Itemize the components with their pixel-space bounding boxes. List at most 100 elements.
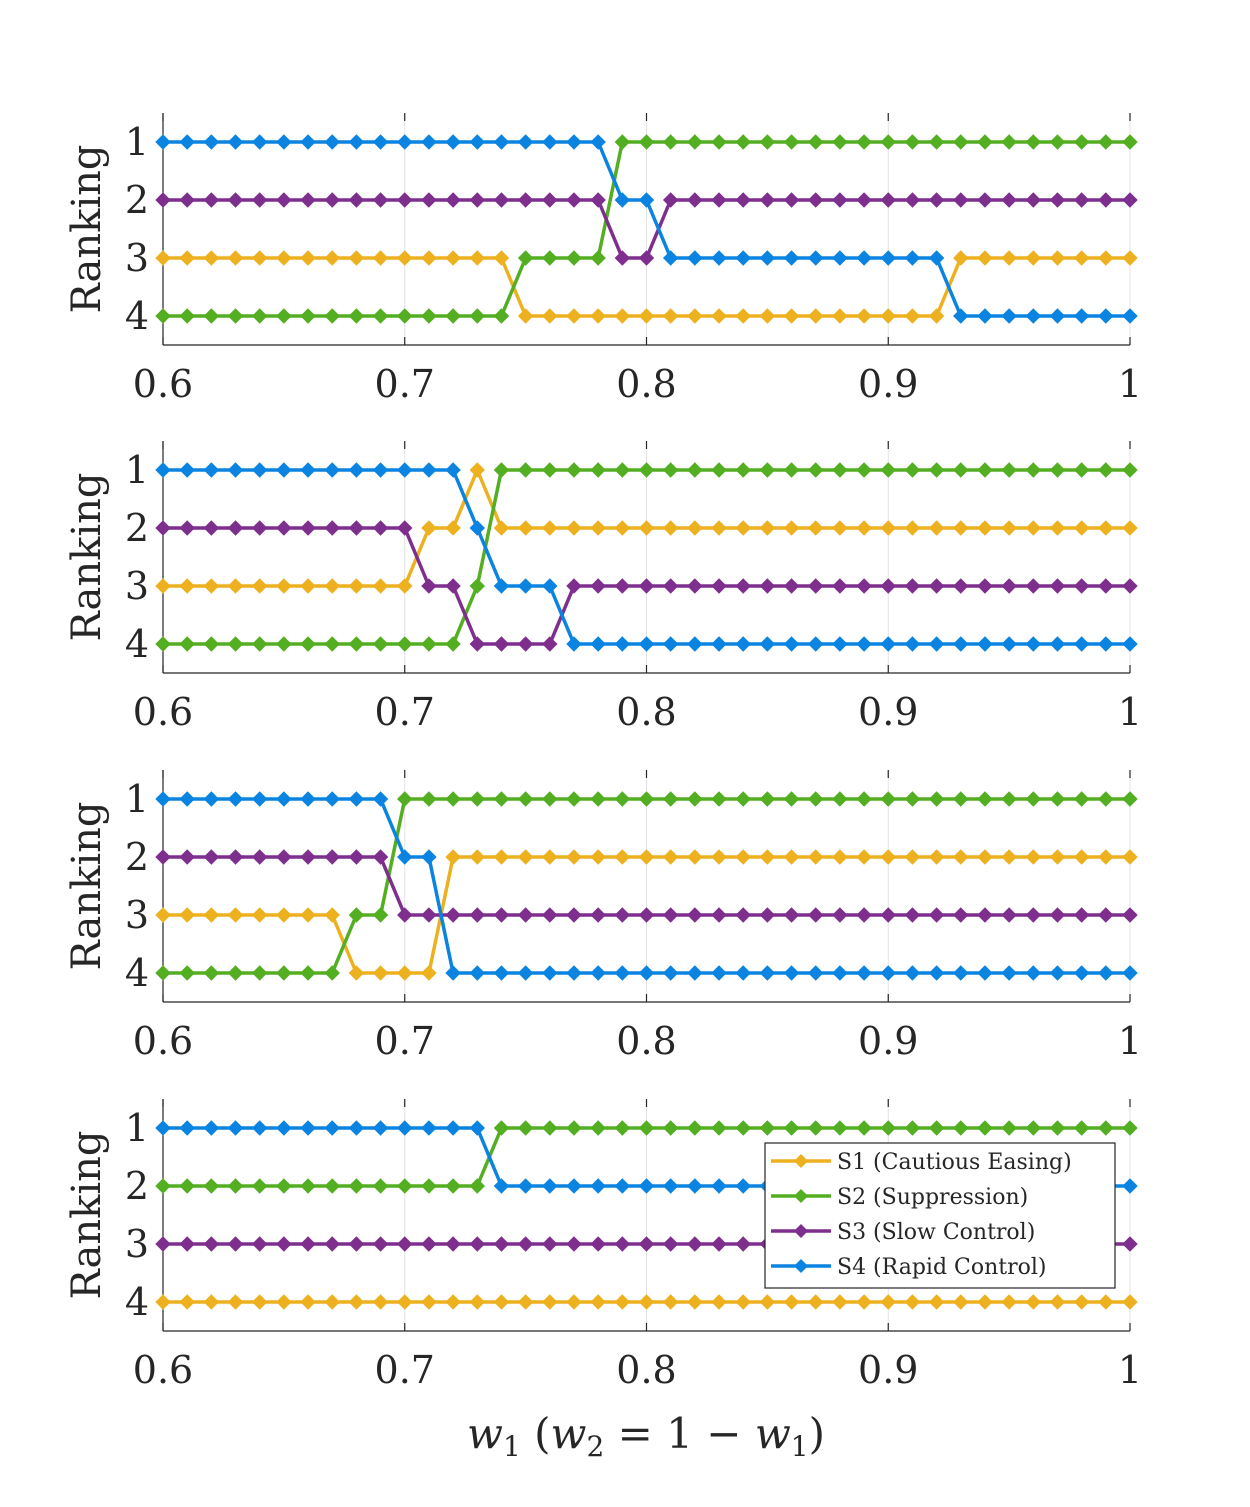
data-point: [904, 791, 921, 807]
data-point: [711, 308, 727, 324]
data-point: [517, 965, 534, 981]
data-point: [445, 1236, 461, 1252]
data-point: [1025, 462, 1042, 478]
data-point: [1122, 578, 1138, 594]
data-point: [977, 791, 993, 807]
data-point: [759, 520, 776, 536]
data-point: [251, 791, 268, 807]
data-point: [227, 1294, 244, 1310]
data-point: [1049, 1120, 1066, 1136]
data-point: [276, 1294, 292, 1310]
data-point: [783, 192, 800, 208]
data-point: [783, 578, 800, 594]
data-point: [397, 1294, 413, 1310]
data-point: [1073, 308, 1090, 324]
data-point: [977, 462, 993, 478]
data-point: [517, 907, 534, 923]
x-tick-label: 0.6: [133, 362, 193, 406]
data-point: [1098, 308, 1114, 324]
data-point: [542, 636, 558, 652]
y-tick-label: 4: [125, 951, 149, 995]
data-point: [179, 1236, 195, 1252]
y-axis-label: Ranking: [64, 144, 110, 313]
data-point: [1025, 636, 1042, 652]
y-tick-label: 2: [125, 1164, 149, 1208]
data-point: [880, 1294, 896, 1310]
data-point: [1073, 250, 1090, 266]
data-point: [711, 791, 727, 807]
data-point: [566, 134, 582, 150]
data-point: [687, 308, 703, 324]
data-point: [783, 907, 800, 923]
data-point: [856, 636, 872, 652]
data-point: [155, 1236, 171, 1252]
data-point: [1073, 636, 1090, 652]
data-point: [1122, 1178, 1138, 1194]
data-point: [1122, 791, 1138, 807]
series-S1: [155, 250, 1138, 324]
data-point: [1001, 791, 1017, 807]
data-point: [711, 907, 727, 923]
data-point: [348, 134, 365, 150]
data-point: [1073, 462, 1090, 478]
data-point: [1122, 907, 1138, 923]
data-point: [1049, 134, 1066, 150]
data-point: [517, 1178, 534, 1194]
data-point: [517, 1294, 534, 1310]
data-point: [856, 192, 872, 208]
data-point: [348, 578, 365, 594]
data-point: [1049, 308, 1066, 324]
legend-item-S4: S4 (Rapid Control): [771, 1255, 1047, 1280]
data-point: [1049, 578, 1066, 594]
data-point: [662, 1294, 679, 1310]
data-point: [1001, 250, 1017, 266]
data-point: [421, 1236, 437, 1252]
data-point: [1049, 965, 1066, 981]
data-point: [542, 1236, 558, 1252]
x-axis-label: w1 (w2 = 1 − w1): [467, 1409, 825, 1463]
data-point: [372, 192, 389, 208]
data-point: [638, 462, 655, 478]
data-point: [276, 134, 292, 150]
data-point: [735, 849, 751, 865]
data-point: [759, 849, 776, 865]
data-point: [1122, 520, 1138, 536]
data-point: [856, 849, 872, 865]
data-point: [155, 1294, 171, 1310]
data-point: [759, 134, 776, 150]
data-point: [687, 462, 703, 478]
data-point: [276, 192, 292, 208]
data-point: [590, 578, 606, 594]
data-point: [1049, 849, 1066, 865]
data-point: [1001, 192, 1017, 208]
x-tick-label: 0.8: [616, 1348, 676, 1392]
data-point: [251, 308, 268, 324]
data-point: [372, 1236, 389, 1252]
data-point: [1122, 636, 1138, 652]
data-point: [735, 250, 751, 266]
data-point: [445, 134, 461, 150]
data-point: [808, 636, 824, 652]
x-tick-label: 1: [1118, 1348, 1142, 1392]
y-tick-label: 4: [125, 1280, 149, 1324]
data-point: [856, 1120, 872, 1136]
data-point: [469, 578, 485, 594]
data-point: [638, 250, 655, 266]
data-point: [348, 1120, 365, 1136]
data-point: [590, 907, 606, 923]
data-point: [928, 192, 945, 208]
data-point: [687, 1178, 703, 1194]
data-point: [421, 308, 437, 324]
data-point: [614, 1120, 631, 1136]
data-point: [662, 907, 679, 923]
data-point: [324, 636, 340, 652]
data-point: [735, 308, 751, 324]
data-point: [1025, 965, 1042, 981]
data-point: [300, 134, 316, 150]
data-point: [155, 636, 171, 652]
data-point: [735, 1178, 751, 1194]
data-point: [1122, 250, 1138, 266]
data-point: [904, 578, 921, 594]
data-point: [227, 134, 244, 150]
